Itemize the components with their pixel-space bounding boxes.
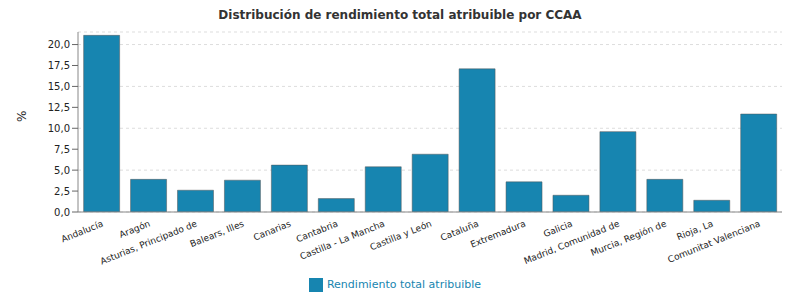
svg-text:Extremadura: Extremadura — [469, 219, 527, 250]
svg-text:2,5: 2,5 — [54, 186, 70, 197]
svg-text:15,0: 15,0 — [48, 81, 70, 92]
svg-text:Galicia: Galicia — [542, 219, 574, 240]
html-text:Distribución de rendimiento to: Distribución de rendimiento total atribu… — [218, 8, 582, 22]
svg-text:Castilla y León: Castilla y León — [368, 219, 433, 253]
svg-text:7,5: 7,5 — [54, 144, 70, 155]
svg-text:Castilla - La Mancha: Castilla - La Mancha — [299, 219, 387, 262]
svg-text:%: % — [15, 111, 29, 122]
html-text:Rendimiento total atribuible: Rendimiento total atribuible — [327, 278, 481, 291]
svg-text:5,0: 5,0 — [54, 165, 70, 176]
svg-text:20,0: 20,0 — [48, 39, 70, 50]
svg-text:Canarias: Canarias — [252, 218, 293, 242]
svg-text:17,5: 17,5 — [48, 60, 70, 71]
svg-text:Rioja, La: Rioja, La — [675, 218, 715, 243]
svg-text:Cataluña: Cataluña — [439, 218, 481, 243]
svg-text:Aragón: Aragón — [118, 219, 152, 240]
svg-text:Cantabria: Cantabria — [294, 218, 340, 245]
svg-text:10,0: 10,0 — [48, 123, 70, 134]
svg-text:Balears, Illes: Balears, Illes — [189, 218, 246, 249]
svg-text:Andalucía: Andalucía — [60, 219, 105, 245]
svg-text:Comunitat Valenciana: Comunitat Valenciana — [666, 219, 761, 265]
svg-text:Murcia, Región de: Murcia, Región de — [589, 218, 668, 258]
svg-text:Madrid, Comunidad de: Madrid, Comunidad de — [522, 218, 621, 266]
svg-text:12,5: 12,5 — [48, 102, 70, 113]
svg-text:0,0: 0,0 — [54, 207, 70, 218]
svg-text:Asturias, Principado de: Asturias, Principado de — [99, 218, 199, 266]
